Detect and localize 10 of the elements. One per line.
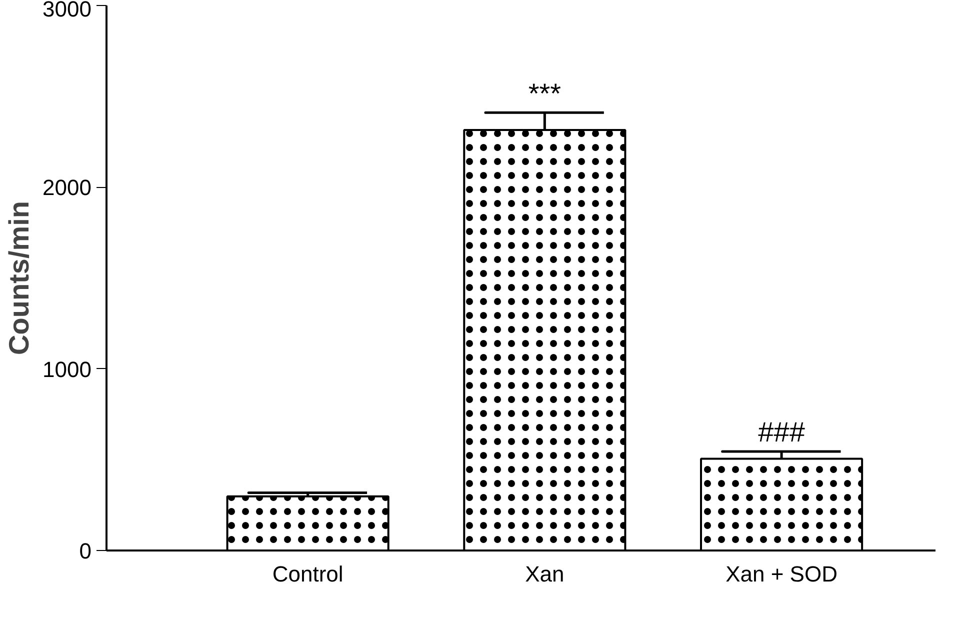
y-tick-label: 0 — [79, 538, 92, 564]
x-tick-label: Xan + SOD — [726, 562, 838, 586]
y-tick-label: 2000 — [42, 175, 92, 200]
y-tick-label: 3000 — [42, 0, 92, 22]
annotation: ### — [758, 416, 806, 448]
annotation: *** — [528, 78, 562, 109]
x-tick-label: Xan — [525, 562, 564, 586]
y-tick-label: 1000 — [42, 356, 92, 382]
x-tick-label: Control — [272, 562, 344, 586]
y-axis-title: Counts/min — [4, 200, 35, 355]
